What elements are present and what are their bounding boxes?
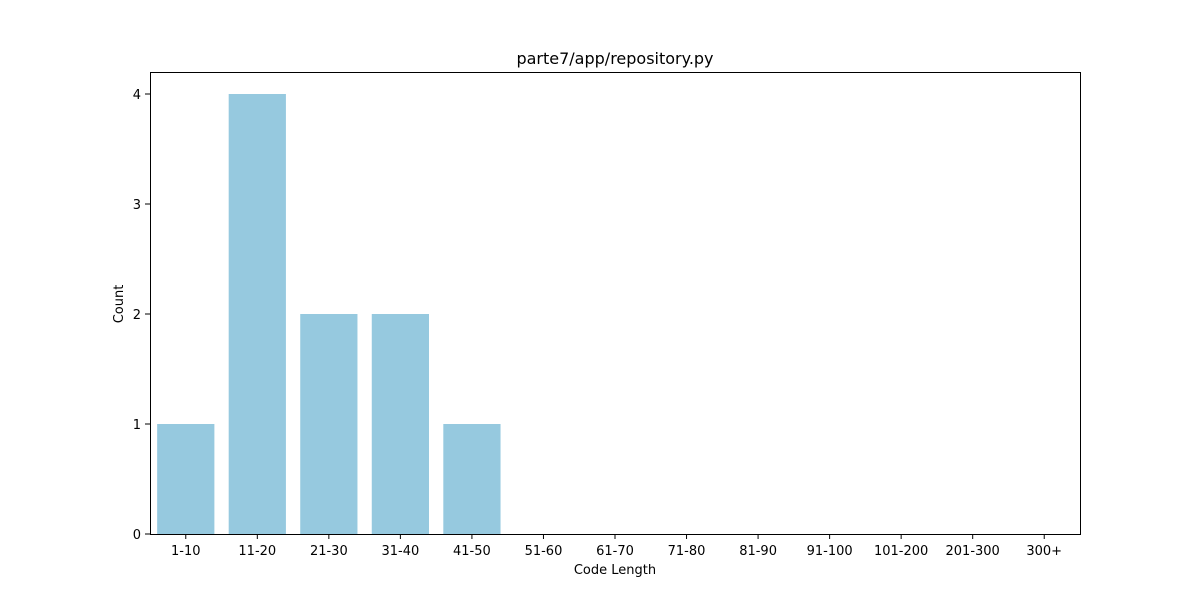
bar-21-30 (300, 314, 358, 534)
y-tick-label: 2 (133, 308, 141, 323)
x-tick-label: 61-70 (596, 544, 634, 559)
y-tick-label: 0 (133, 528, 141, 543)
x-tick-label: 101-200 (874, 544, 928, 559)
bar-41-50 (443, 424, 501, 534)
bar-1-10 (157, 424, 215, 534)
y-tick-label: 1 (133, 418, 141, 433)
x-ticks-group: 1-10 11-20 21-30 31-40 41-50 51-60 61-70 71-80 8… (171, 534, 1062, 559)
x-tick-label: 21-30 (310, 544, 348, 559)
x-tick-label: 31-40 (381, 544, 419, 559)
x-tick-label: 11-20 (238, 544, 276, 559)
bar-11-20 (228, 94, 286, 534)
y-tick-label: 3 (133, 198, 141, 213)
chart-title: parte7/app/repository.py (516, 49, 713, 68)
bars-group (157, 94, 501, 534)
y-tick-label: 4 (133, 88, 141, 103)
x-tick-label: 41-50 (453, 544, 491, 559)
x-tick-label: 91-100 (807, 544, 853, 559)
x-axis-label: Code Length (574, 563, 656, 578)
y-axis-label: Count (112, 285, 127, 324)
x-tick-label: 300+ (1026, 544, 1062, 559)
x-tick-label: 81-90 (739, 544, 777, 559)
y-ticks-group: 0 1 2 3 4 (133, 88, 150, 543)
x-tick-label: 51-60 (525, 544, 563, 559)
x-tick-label: 201-300 (946, 544, 1000, 559)
x-tick-label: 71-80 (668, 544, 706, 559)
x-tick-label: 1-10 (171, 544, 201, 559)
bar-31-40 (371, 314, 429, 534)
plot-frame (150, 72, 1081, 535)
